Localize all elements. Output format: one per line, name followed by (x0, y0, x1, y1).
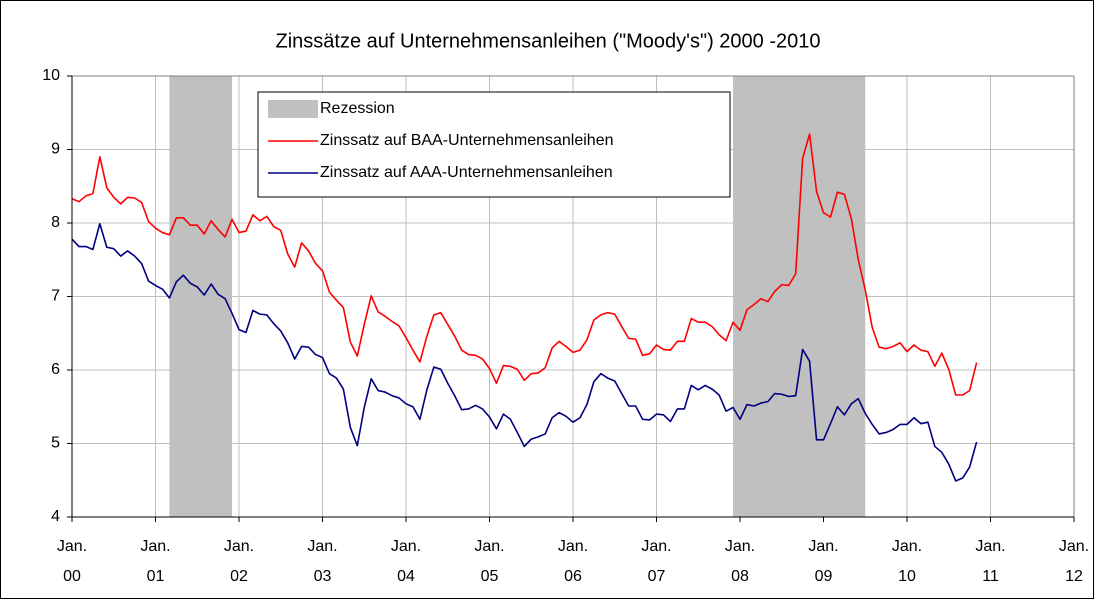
x-tick-label: Jan. (391, 538, 421, 555)
x-tick-label: Jan. (307, 538, 337, 555)
x-tick-label: 02 (230, 568, 248, 585)
x-tick-label: Jan. (224, 538, 254, 555)
y-tick-label: 9 (51, 141, 60, 158)
x-tick-label: 12 (1065, 568, 1083, 585)
x-tick-label: Jan. (558, 538, 588, 555)
x-tick-label: 08 (731, 568, 749, 585)
x-tick-label: 09 (815, 568, 833, 585)
x-tick-label: Jan. (1059, 538, 1089, 555)
x-tick-label: 05 (481, 568, 499, 585)
x-tick-label: Jan. (57, 538, 87, 555)
x-tick-label: Jan. (474, 538, 504, 555)
y-tick-label: 10 (42, 67, 60, 84)
x-tick-label: 06 (564, 568, 582, 585)
x-tick-label: Jan. (641, 538, 671, 555)
y-tick-label: 4 (51, 508, 60, 525)
x-tick-label: 07 (648, 568, 666, 585)
series-line (71, 222, 978, 482)
x-tick-label: Jan. (808, 538, 838, 555)
legend-label: Rezession (320, 100, 395, 117)
legend-label: Zinssatz auf BAA-Unternehmensanleihen (320, 132, 614, 149)
legend-box (257, 91, 731, 198)
x-tick-label: 00 (63, 568, 81, 585)
x-tick-label: Jan. (725, 538, 755, 555)
x-tick-label: Jan. (892, 538, 922, 555)
y-tick-label: 5 (51, 435, 60, 452)
x-tick-label: Jan. (975, 538, 1005, 555)
x-tick-label: 11 (982, 568, 999, 585)
legend-label: Zinssatz auf AAA-Unternehmensanleihen (320, 164, 613, 181)
x-tick-label: 03 (314, 568, 332, 585)
chart-title: Zinssätze auf Unternehmensanleihen ("Moo… (276, 30, 821, 52)
x-tick-label: 01 (147, 568, 165, 585)
x-tick-label: 04 (397, 568, 415, 585)
y-tick-label: 6 (51, 361, 60, 378)
x-tick-label: 10 (898, 568, 916, 585)
series-line (71, 133, 978, 396)
x-tick-label: Jan. (140, 538, 170, 555)
y-tick-label: 7 (51, 288, 60, 305)
y-tick-label: 8 (51, 214, 60, 231)
legend-swatch (268, 100, 318, 118)
